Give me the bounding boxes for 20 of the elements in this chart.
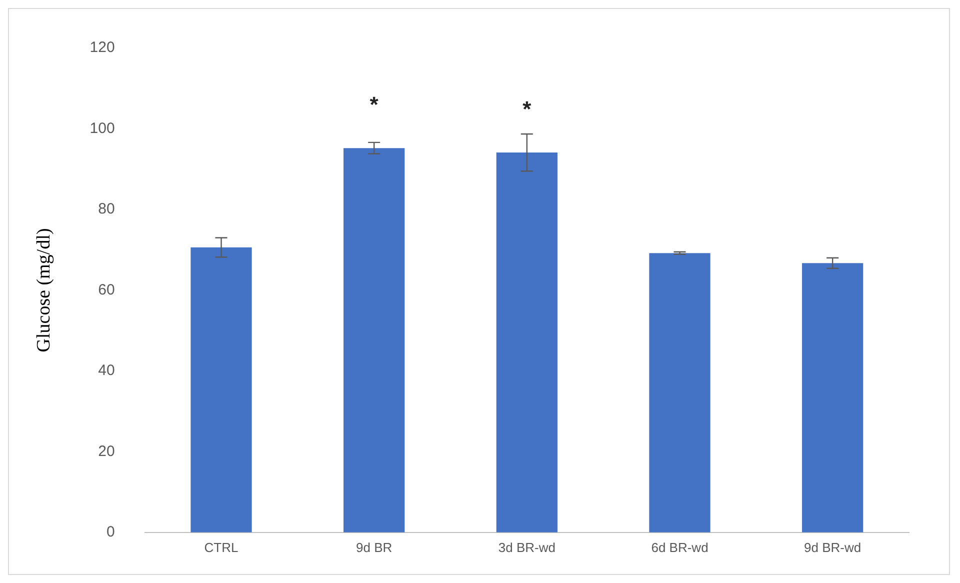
annotation: * (522, 96, 532, 122)
bar (649, 253, 710, 532)
x-tick-label: 3d BR-wd (498, 540, 556, 555)
y-axis-title: Glucose (mg/dl) (33, 228, 54, 352)
y-tick-label: 0 (106, 524, 115, 541)
bar (344, 148, 405, 532)
y-tick-label: 40 (98, 362, 115, 380)
x-tick-label: 6d BR-wd (651, 540, 708, 555)
bar (190, 247, 252, 532)
x-tick-label: 9d BR (356, 540, 392, 555)
annotation: * (370, 92, 379, 118)
bar (496, 152, 558, 532)
x-tick-label: 9d BR-wd (804, 540, 862, 555)
y-tick-label: 80 (98, 200, 115, 218)
bar (802, 263, 864, 532)
y-tick-label: 20 (98, 442, 115, 460)
y-tick-label: 100 (90, 120, 115, 137)
y-tick-label: 60 (98, 281, 115, 298)
y-tick-label: 120 (90, 39, 115, 56)
x-tick-label: CTRL (204, 540, 238, 555)
